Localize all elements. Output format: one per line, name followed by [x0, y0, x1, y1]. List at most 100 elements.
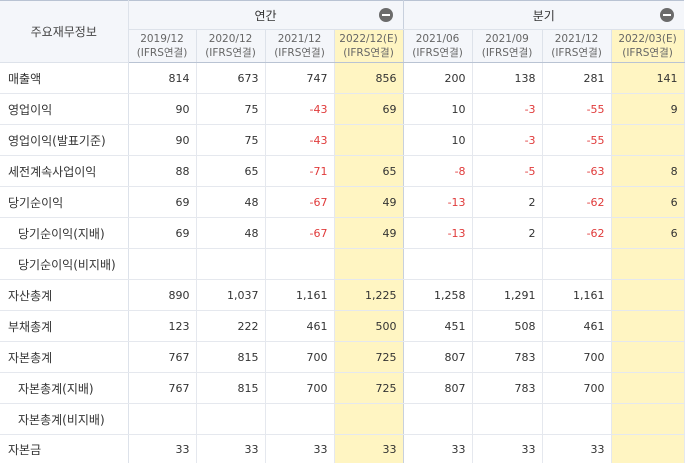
period-basis: (IFRS연결) — [129, 46, 196, 60]
value-cell: -67 — [265, 218, 334, 249]
period-header: 2022/03(E)(IFRS연결) — [611, 30, 684, 63]
value-cell: 141 — [611, 63, 684, 94]
value-cell: 451 — [403, 311, 472, 342]
period-basis: (IFRS연결) — [197, 46, 265, 60]
value-cell: -43 — [265, 125, 334, 156]
value-cell: 69 — [128, 218, 196, 249]
table-row: 자본총계(비지배) — [0, 404, 684, 435]
value-cell: 461 — [542, 311, 611, 342]
value-cell: 10 — [403, 125, 472, 156]
value-cell: 783 — [472, 373, 542, 404]
value-cell: 33 — [128, 435, 196, 463]
period-basis: (IFRS연결) — [612, 46, 684, 60]
value-cell: 65 — [334, 156, 403, 187]
period-basis: (IFRS연결) — [543, 46, 611, 60]
row-label: 부채총계 — [0, 311, 128, 342]
value-cell: 75 — [196, 125, 265, 156]
period-header: 2021/06(IFRS연결) — [403, 30, 472, 63]
value-cell: 9 — [611, 94, 684, 125]
period-basis: (IFRS연결) — [473, 46, 542, 60]
value-cell — [128, 249, 196, 280]
value-cell: 69 — [334, 94, 403, 125]
row-label: 세전계속사업이익 — [0, 156, 128, 187]
value-cell — [196, 404, 265, 435]
value-cell: 767 — [128, 342, 196, 373]
period-header: 2021/12(IFRS연결) — [265, 30, 334, 63]
value-cell — [611, 311, 684, 342]
value-cell: 69 — [128, 187, 196, 218]
period-header: 2022/12(E)(IFRS연결) — [334, 30, 403, 63]
value-cell — [472, 249, 542, 280]
corner-header: 주요재무정보 — [0, 1, 128, 63]
row-label: 당기순이익 — [0, 187, 128, 218]
row-label: 매출액 — [0, 63, 128, 94]
period-date: 2022/03(E) — [612, 32, 684, 46]
value-cell: -55 — [542, 94, 611, 125]
value-cell: 138 — [472, 63, 542, 94]
period-header: 2019/12(IFRS연결) — [128, 30, 196, 63]
value-cell: 767 — [128, 373, 196, 404]
value-cell: -8 — [403, 156, 472, 187]
value-cell: 48 — [196, 218, 265, 249]
period-header: 2021/09(IFRS연결) — [472, 30, 542, 63]
quarterly-label: 분기 — [533, 9, 555, 23]
value-cell — [334, 125, 403, 156]
value-cell — [611, 125, 684, 156]
value-cell: -62 — [542, 218, 611, 249]
value-cell: 700 — [265, 373, 334, 404]
value-cell: 725 — [334, 373, 403, 404]
value-cell: -62 — [542, 187, 611, 218]
quarterly-collapse-icon[interactable] — [660, 8, 674, 22]
row-label: 당기순이익(지배) — [0, 218, 128, 249]
value-cell — [611, 249, 684, 280]
value-cell: 1,258 — [403, 280, 472, 311]
annual-group-header: 연간 — [128, 1, 403, 30]
value-cell: 48 — [196, 187, 265, 218]
value-cell — [472, 404, 542, 435]
period-date: 2019/12 — [129, 32, 196, 46]
value-cell: 90 — [128, 125, 196, 156]
quarterly-group-header: 분기 — [403, 1, 684, 30]
value-cell: 890 — [128, 280, 196, 311]
value-cell — [403, 404, 472, 435]
annual-collapse-icon[interactable] — [379, 8, 393, 22]
value-cell: 856 — [334, 63, 403, 94]
value-cell: 1,161 — [265, 280, 334, 311]
value-cell: 815 — [196, 342, 265, 373]
value-cell: 500 — [334, 311, 403, 342]
period-date: 2021/12 — [543, 32, 611, 46]
value-cell: 2 — [472, 187, 542, 218]
period-header: 2020/12(IFRS연결) — [196, 30, 265, 63]
period-header: 2021/12(IFRS연결) — [542, 30, 611, 63]
value-cell: -13 — [403, 187, 472, 218]
value-cell: -71 — [265, 156, 334, 187]
value-cell: -3 — [472, 125, 542, 156]
row-label: 자본총계(비지배) — [0, 404, 128, 435]
value-cell: 815 — [196, 373, 265, 404]
value-cell — [542, 249, 611, 280]
value-cell — [611, 342, 684, 373]
table-row: 당기순이익(비지배) — [0, 249, 684, 280]
row-label: 자본총계 — [0, 342, 128, 373]
value-cell: -43 — [265, 94, 334, 125]
value-cell — [611, 373, 684, 404]
value-cell: 6 — [611, 187, 684, 218]
value-cell: 281 — [542, 63, 611, 94]
period-date: 2021/12 — [266, 32, 334, 46]
value-cell: 88 — [128, 156, 196, 187]
value-cell: -67 — [265, 187, 334, 218]
value-cell: 461 — [265, 311, 334, 342]
value-cell: 65 — [196, 156, 265, 187]
row-label: 영업이익(발표기준) — [0, 125, 128, 156]
value-cell: 783 — [472, 342, 542, 373]
value-cell: 8 — [611, 156, 684, 187]
value-cell: -5 — [472, 156, 542, 187]
value-cell: 33 — [403, 435, 472, 463]
value-cell: 222 — [196, 311, 265, 342]
period-date: 2022/12(E) — [335, 32, 403, 46]
